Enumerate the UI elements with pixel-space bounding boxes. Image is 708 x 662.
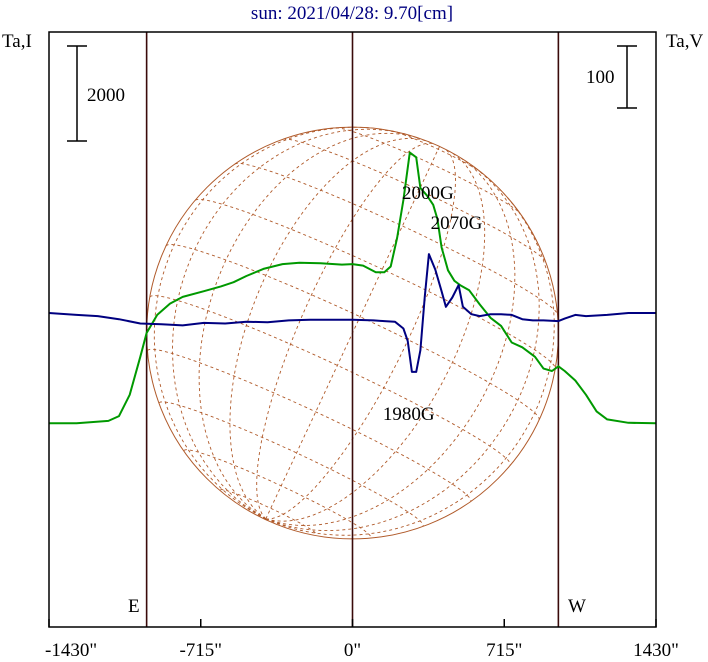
field-annotation: 2000G <box>402 183 454 204</box>
grid-parallel <box>195 198 556 369</box>
grid-parallel <box>220 489 318 536</box>
field-annotation: 2070G <box>431 213 483 234</box>
chart-title: sun: 2021/04/28: 9.70[cm] <box>251 3 453 24</box>
left-scale-label: 2000 <box>87 85 125 106</box>
east-limb-label: E <box>128 596 140 617</box>
x-tick-label: 0" <box>344 640 361 661</box>
grid-meridian <box>256 142 435 520</box>
x-tick-label: -715" <box>179 640 222 661</box>
right-axis-label: Ta,V <box>666 31 703 52</box>
right-scale-label: 100 <box>586 67 615 88</box>
left-axis-label: Ta,I <box>2 31 32 52</box>
grid-meridian <box>265 156 516 526</box>
x-tick-label: 715" <box>486 640 522 661</box>
grid-parallel <box>283 138 546 262</box>
grid-meridian <box>265 164 540 532</box>
solar-disk-grid <box>146 126 559 540</box>
series-line-I <box>49 151 657 425</box>
grid-parallel <box>149 295 511 466</box>
grid-meridian <box>153 126 370 520</box>
field-annotation: 1980G <box>383 404 435 425</box>
series-lines <box>48 151 657 425</box>
grid-parallel <box>147 348 472 502</box>
grid-meridian <box>265 146 440 520</box>
grid-parallel <box>336 127 521 214</box>
grid-meridian <box>172 128 405 520</box>
grid-parallel <box>391 130 483 174</box>
grid-meridian <box>265 150 486 522</box>
west-limb-label: W <box>568 596 586 617</box>
left-scale-bar <box>67 45 87 142</box>
grid-parallel <box>183 449 372 538</box>
x-tick-label: 1430" <box>633 640 679 661</box>
grid-meridian <box>265 187 555 536</box>
x-axis-ticks: -1430" -715" 0" 715" 1430" <box>45 619 679 661</box>
reference-lines <box>145 32 560 627</box>
series-line-V <box>48 253 656 373</box>
right-scale-bar <box>617 45 637 109</box>
field-annotations: 2000G 2070G 1980G <box>383 183 483 425</box>
grid-parallel <box>234 162 558 315</box>
grid-meridian <box>229 137 430 520</box>
grid-meridian <box>265 148 456 520</box>
grid-meridian <box>198 132 419 520</box>
x-tick-label: -1430" <box>45 640 97 661</box>
